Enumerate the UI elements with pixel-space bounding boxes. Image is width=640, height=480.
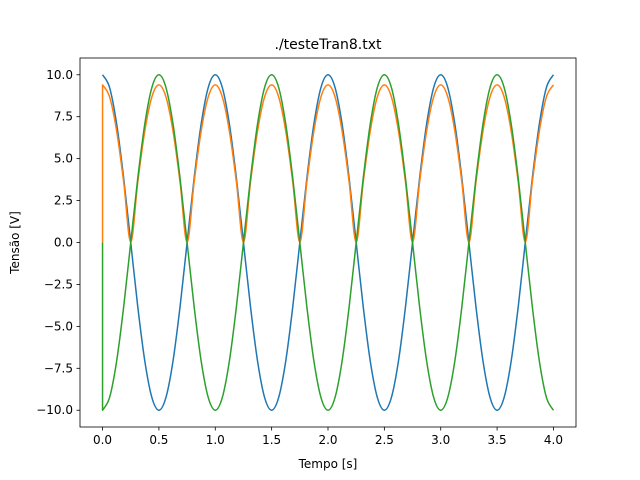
x-tick-label: 1.0 bbox=[206, 433, 225, 447]
x-tick-label: 3.5 bbox=[488, 433, 507, 447]
x-axis-label: Tempo [s] bbox=[298, 457, 358, 471]
x-tick-label: 2.0 bbox=[318, 433, 337, 447]
y-tick-label: 0.0 bbox=[54, 236, 73, 250]
y-axis: −10.0 −7.5 −5.0 −2.5 0.0 2.5 5.0 7.5 10.0 bbox=[36, 68, 80, 417]
y-tick-label: 7.5 bbox=[54, 110, 73, 124]
y-tick-label: −5.0 bbox=[44, 319, 73, 333]
chart-title: ./testeTran8.txt bbox=[275, 37, 383, 53]
y-tick-label: −10.0 bbox=[36, 403, 73, 417]
y-tick-label: 10.0 bbox=[46, 68, 73, 82]
x-tick-label: 4.0 bbox=[544, 433, 563, 447]
series-layer bbox=[101, 74, 555, 411]
y-tick-label: −2.5 bbox=[44, 277, 73, 291]
x-tick-label: 0.0 bbox=[93, 433, 112, 447]
x-tick-label: 1.5 bbox=[262, 433, 281, 447]
y-tick-label: −7.5 bbox=[44, 361, 73, 375]
y-axis-label: Tensão [V] bbox=[8, 211, 22, 275]
series-line-1 bbox=[101, 74, 555, 411]
x-tick-label: 2.5 bbox=[375, 433, 394, 447]
y-tick-label: 2.5 bbox=[54, 194, 73, 208]
x-tick-label: 0.5 bbox=[149, 433, 168, 447]
y-tick-label: 5.0 bbox=[54, 152, 73, 166]
series-line-3 bbox=[101, 74, 555, 411]
x-tick-label: 3.0 bbox=[431, 433, 450, 447]
x-axis: 0.0 0.5 1.0 1.5 2.0 2.5 3.0 3.5 4.0 bbox=[93, 427, 563, 447]
